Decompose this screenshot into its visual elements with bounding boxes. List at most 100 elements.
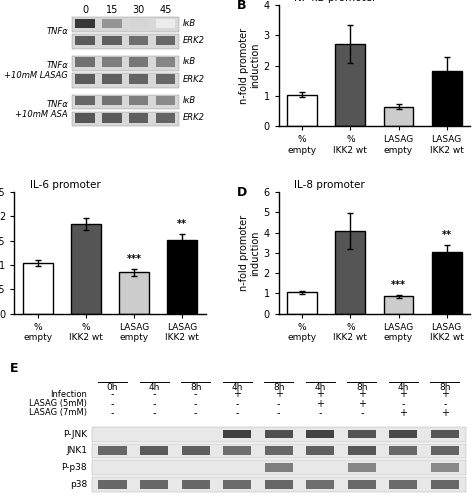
Text: ERK2: ERK2 xyxy=(183,74,205,84)
Bar xyxy=(348,446,376,456)
Bar xyxy=(156,58,175,66)
Text: 0: 0 xyxy=(82,5,88,15)
Text: IκB: IκB xyxy=(183,96,196,105)
Bar xyxy=(102,58,122,66)
Bar xyxy=(156,96,175,106)
Text: ERK2: ERK2 xyxy=(183,114,205,122)
Text: 4h: 4h xyxy=(231,383,243,392)
Bar xyxy=(389,480,418,489)
Bar xyxy=(98,480,127,489)
Bar xyxy=(156,113,175,122)
Text: -: - xyxy=(360,408,363,418)
Text: D: D xyxy=(237,186,247,199)
Bar xyxy=(389,434,418,438)
Text: -: - xyxy=(319,408,322,418)
Text: +: + xyxy=(316,390,324,400)
Bar xyxy=(102,96,122,106)
Bar xyxy=(92,477,466,492)
Bar xyxy=(432,252,462,314)
Bar xyxy=(306,434,334,438)
Bar xyxy=(156,18,175,28)
Text: +: + xyxy=(441,390,449,400)
Bar xyxy=(129,58,149,66)
Text: -: - xyxy=(111,408,114,418)
Bar xyxy=(119,272,149,314)
Bar xyxy=(72,112,179,126)
Bar xyxy=(76,18,95,28)
Bar xyxy=(72,18,179,32)
Text: TNFα
+10mM ASA: TNFα +10mM ASA xyxy=(15,100,68,119)
Bar xyxy=(102,36,122,45)
Bar xyxy=(384,296,413,314)
Bar xyxy=(72,73,179,88)
Bar xyxy=(348,480,376,489)
Text: -: - xyxy=(402,398,405,408)
Bar xyxy=(129,113,149,122)
Bar xyxy=(72,56,179,70)
Text: NF-kB promoter: NF-kB promoter xyxy=(294,0,376,3)
Bar xyxy=(348,430,376,434)
Bar xyxy=(265,446,293,456)
Bar xyxy=(167,240,197,314)
Bar xyxy=(102,74,122,84)
Text: A: A xyxy=(7,0,16,2)
Bar xyxy=(76,74,95,84)
Text: JNK1: JNK1 xyxy=(66,446,87,456)
Text: p38: p38 xyxy=(70,480,87,489)
Text: +: + xyxy=(358,390,366,400)
Text: +: + xyxy=(358,398,366,408)
Bar xyxy=(432,71,462,126)
Text: -: - xyxy=(152,408,156,418)
Text: -: - xyxy=(236,398,239,408)
Text: E: E xyxy=(10,362,18,374)
Text: 8h: 8h xyxy=(439,383,451,392)
Text: -: - xyxy=(152,398,156,408)
Text: Infection: Infection xyxy=(50,390,87,399)
Bar xyxy=(306,480,334,489)
Text: 8h: 8h xyxy=(273,383,285,392)
Text: +: + xyxy=(275,390,283,400)
Bar xyxy=(287,292,317,314)
Bar xyxy=(431,430,459,434)
Bar xyxy=(76,96,95,106)
Bar xyxy=(129,18,149,28)
Text: 4h: 4h xyxy=(314,383,326,392)
Text: -: - xyxy=(277,408,280,418)
Text: P-p38: P-p38 xyxy=(62,463,87,472)
Bar xyxy=(431,446,459,456)
Text: P-JNK: P-JNK xyxy=(63,430,87,438)
Text: 45: 45 xyxy=(160,5,172,15)
Bar xyxy=(431,480,459,489)
Bar xyxy=(265,434,293,438)
Text: LASAG (7mM): LASAG (7mM) xyxy=(29,408,87,418)
Bar xyxy=(92,427,466,442)
Y-axis label: n-fold promoter
induction: n-fold promoter induction xyxy=(239,215,261,291)
Bar xyxy=(98,446,127,456)
Bar xyxy=(389,446,418,456)
Bar xyxy=(72,34,179,49)
Bar xyxy=(156,74,175,84)
Text: 4h: 4h xyxy=(398,383,409,392)
Bar xyxy=(223,430,251,434)
Bar xyxy=(348,434,376,438)
Text: -: - xyxy=(236,408,239,418)
Text: +: + xyxy=(233,390,241,400)
Text: IκB: IκB xyxy=(183,58,196,66)
Bar xyxy=(102,18,122,28)
Text: ***: *** xyxy=(127,254,142,264)
Bar xyxy=(140,446,168,456)
Text: 4h: 4h xyxy=(148,383,160,392)
Bar xyxy=(384,106,413,126)
Bar xyxy=(140,480,168,489)
Y-axis label: n-fold promoter
induction: n-fold promoter induction xyxy=(239,28,261,104)
Bar xyxy=(287,94,317,126)
Bar xyxy=(92,460,466,475)
Text: +: + xyxy=(316,398,324,408)
Bar xyxy=(223,480,251,489)
Text: ERK2: ERK2 xyxy=(183,36,205,45)
Text: 0h: 0h xyxy=(107,383,118,392)
Bar xyxy=(223,434,251,438)
Text: LASAG (5mM): LASAG (5mM) xyxy=(29,399,87,408)
Bar xyxy=(181,480,210,489)
Bar xyxy=(76,58,95,66)
